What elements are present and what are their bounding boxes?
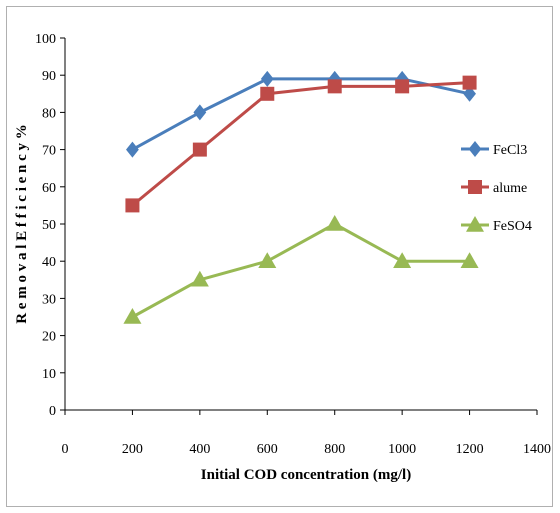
y-tick-label: 90 [42, 69, 56, 84]
legend-label: FeCl3 [493, 143, 527, 158]
data-point [123, 308, 142, 324]
legend-item: FeSO4 [461, 216, 532, 234]
y-tick-label: 70 [42, 144, 56, 159]
series-line [131, 222, 470, 319]
x-axis-ticks: 0 200 400 600 800 1000 1200 1400 [62, 410, 551, 457]
x-tick-label: 400 [189, 442, 210, 457]
series-line [131, 77, 470, 151]
series-line [131, 81, 470, 207]
data-point [463, 85, 476, 102]
y-tick-label: 40 [42, 255, 56, 270]
data-point [126, 141, 139, 158]
x-tick-label: 1000 [388, 442, 416, 457]
data-point [260, 86, 275, 101]
data-point [462, 75, 477, 90]
x-axis-title: Initial COD concentration (mg/l) [201, 467, 411, 483]
y-tick-label: 80 [42, 106, 56, 121]
y-tick-label: 100 [35, 32, 56, 47]
data-point [193, 104, 207, 121]
data-point [260, 70, 274, 87]
x-tick-label: 800 [324, 442, 345, 457]
y-tick-label: 20 [42, 330, 56, 345]
series-FeSO4 [123, 215, 479, 324]
y-tick-label: 60 [42, 181, 56, 196]
data-point [393, 252, 412, 268]
y-axis-title: R e m o v a l E f f i c i e n c y % [14, 124, 30, 324]
series-FeCl3 [126, 70, 476, 158]
y-tick-label: 30 [42, 292, 56, 307]
y-axis-ticks: 0 10 20 30 40 50 60 70 80 90 100 [35, 32, 65, 419]
legend: FeCl3 alume FeSO4 [461, 141, 532, 234]
data-point [325, 215, 344, 231]
x-tick-label: 200 [122, 442, 143, 457]
data-point [190, 270, 209, 287]
data-point [192, 142, 207, 157]
series-alume [125, 75, 477, 213]
x-tick-label: 1400 [523, 442, 551, 457]
legend-item: FeCl3 [461, 141, 527, 158]
legend-item: alume [461, 180, 527, 196]
data-point [327, 79, 342, 94]
data-point [328, 70, 342, 87]
series-layer [123, 70, 479, 324]
x-tick-label: 1200 [456, 442, 484, 457]
data-point [395, 79, 410, 94]
data-point [125, 198, 140, 213]
legend-marker [466, 216, 484, 232]
data-point [258, 252, 277, 268]
y-tick-label: 50 [42, 218, 56, 233]
legend-marker [468, 141, 482, 157]
chart-frame [6, 6, 553, 507]
data-point [460, 252, 479, 268]
legend-label: FeSO4 [493, 219, 532, 234]
x-tick-label: 0 [62, 442, 69, 457]
y-tick-label: 10 [42, 367, 56, 382]
legend-label: alume [493, 181, 527, 196]
legend-marker [468, 180, 482, 194]
x-tick-label: 600 [257, 442, 278, 457]
y-tick-label: 0 [49, 404, 56, 419]
